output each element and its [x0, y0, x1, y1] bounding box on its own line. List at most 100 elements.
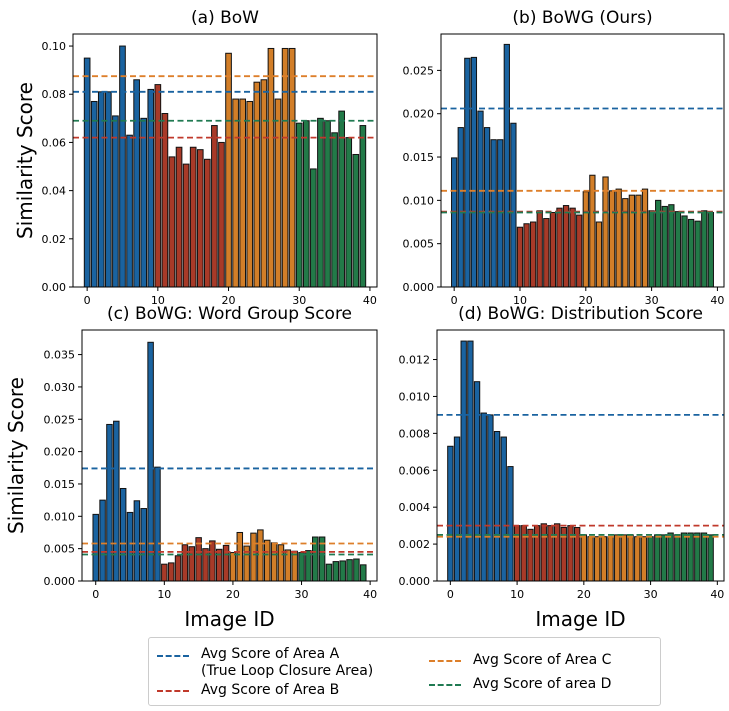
bar: [99, 499, 106, 582]
bar: [457, 127, 464, 288]
legend-line-area-d: [429, 684, 461, 686]
bar: [182, 163, 190, 288]
bar: [661, 205, 668, 288]
bar: [602, 176, 609, 288]
bar: [317, 117, 324, 288]
bar: [614, 534, 621, 582]
bar: [260, 79, 268, 288]
y-tick-label: 0.002: [399, 538, 431, 551]
legend-label-area-a-line1: Avg Score of Area A: [201, 646, 340, 662]
bar: [516, 226, 524, 288]
panel-title: (b) BoWG (Ours): [512, 8, 652, 28]
bar: [600, 536, 608, 582]
bar: [562, 205, 570, 288]
x-tick-label: 10: [151, 294, 165, 307]
bar: [90, 100, 98, 288]
bar: [112, 115, 119, 288]
y-tick-label: 0.004: [399, 501, 431, 514]
bar: [547, 525, 554, 582]
y-tick-label: 0.08: [42, 88, 67, 101]
bar: [647, 536, 654, 582]
bar: [263, 539, 271, 582]
bar: [174, 555, 182, 582]
bar: [126, 134, 133, 288]
bar: [687, 218, 695, 288]
bar: [582, 191, 589, 288]
legend-label-area-a: Avg Score of Area A (True Loop Closure Ar…: [201, 646, 373, 680]
bar: [467, 340, 474, 582]
y-tick-label: 0.005: [403, 238, 435, 251]
x-tick-label: 40: [710, 294, 724, 307]
bar: [681, 215, 688, 288]
bar: [473, 381, 481, 582]
bar: [660, 534, 668, 582]
bar: [513, 525, 521, 582]
panel-title: (c) BoWG: Word Group Score: [107, 304, 352, 324]
bar: [196, 149, 204, 288]
bar: [595, 221, 603, 288]
bar: [674, 211, 682, 288]
y-axis-label: Similarity Score: [13, 82, 37, 239]
bar: [331, 132, 338, 288]
bar: [480, 412, 487, 582]
bar: [687, 532, 694, 582]
x-tick-label: 20: [226, 588, 240, 601]
x-tick-label: 30: [295, 588, 309, 601]
bar: [246, 100, 254, 288]
bar: [257, 529, 264, 582]
bar: [133, 79, 140, 288]
y-tick-label: 0.02: [42, 233, 67, 246]
bar: [281, 47, 289, 288]
panel-2: 0.000 0.005 0.010 0.015 0.020 0.025 0 10 20 30 40 (…: [403, 8, 725, 307]
bar: [147, 88, 155, 288]
bar: [530, 221, 537, 288]
bar: [211, 125, 218, 288]
bar: [556, 207, 563, 288]
bar: [167, 562, 175, 582]
bar: [694, 532, 701, 582]
bar: [493, 431, 501, 582]
legend-label-area-b: Avg Score of Area B: [201, 682, 340, 698]
y-tick-label: 0.015: [403, 151, 435, 164]
bar: [277, 544, 285, 582]
bar: [553, 523, 561, 582]
bar: [634, 536, 641, 582]
legend-label-area-a-line2: (True Loop Closure Area): [201, 663, 374, 679]
y-tick-label: 0.020: [403, 108, 435, 121]
bar: [274, 98, 282, 288]
bar: [147, 341, 154, 582]
bar: [576, 214, 583, 288]
bar: [324, 120, 331, 288]
bar: [181, 544, 189, 582]
panel-title: (a) BoW: [191, 8, 259, 28]
bar: [154, 466, 161, 582]
y-tick-label: 0.010: [44, 510, 76, 523]
x-tick-label: 40: [710, 588, 724, 601]
bar: [360, 564, 367, 582]
bar: [700, 532, 708, 582]
legend-line-area-a: [157, 655, 189, 657]
bar: [270, 542, 278, 582]
bar: [218, 141, 225, 288]
bar: [332, 561, 340, 582]
y-tick-label: 0.020: [44, 446, 76, 459]
plot-frame: [440, 33, 725, 288]
bar: [641, 188, 649, 288]
bar: [288, 47, 296, 288]
bar: [540, 523, 547, 582]
y-tick-label: 0.025: [44, 413, 76, 426]
x-axis-label: Image ID: [184, 607, 274, 631]
y-tick-label: 0.012: [399, 354, 431, 367]
y-tick-label: 0.000: [44, 575, 76, 588]
bar: [549, 211, 557, 288]
bar: [615, 188, 622, 288]
bar: [487, 414, 494, 582]
panel-title: (d) BoWG: Distribution Score: [458, 304, 703, 324]
bar: [161, 563, 168, 582]
bar: [345, 137, 353, 288]
bar: [168, 156, 176, 288]
y-tick-label: 0.000: [403, 281, 435, 294]
panel-1: 0.00 0.02 0.04 0.06 0.08 0.10 0 10 20 30 40 (a) BoW…: [13, 8, 378, 307]
bar: [353, 558, 360, 582]
bar: [620, 534, 628, 582]
